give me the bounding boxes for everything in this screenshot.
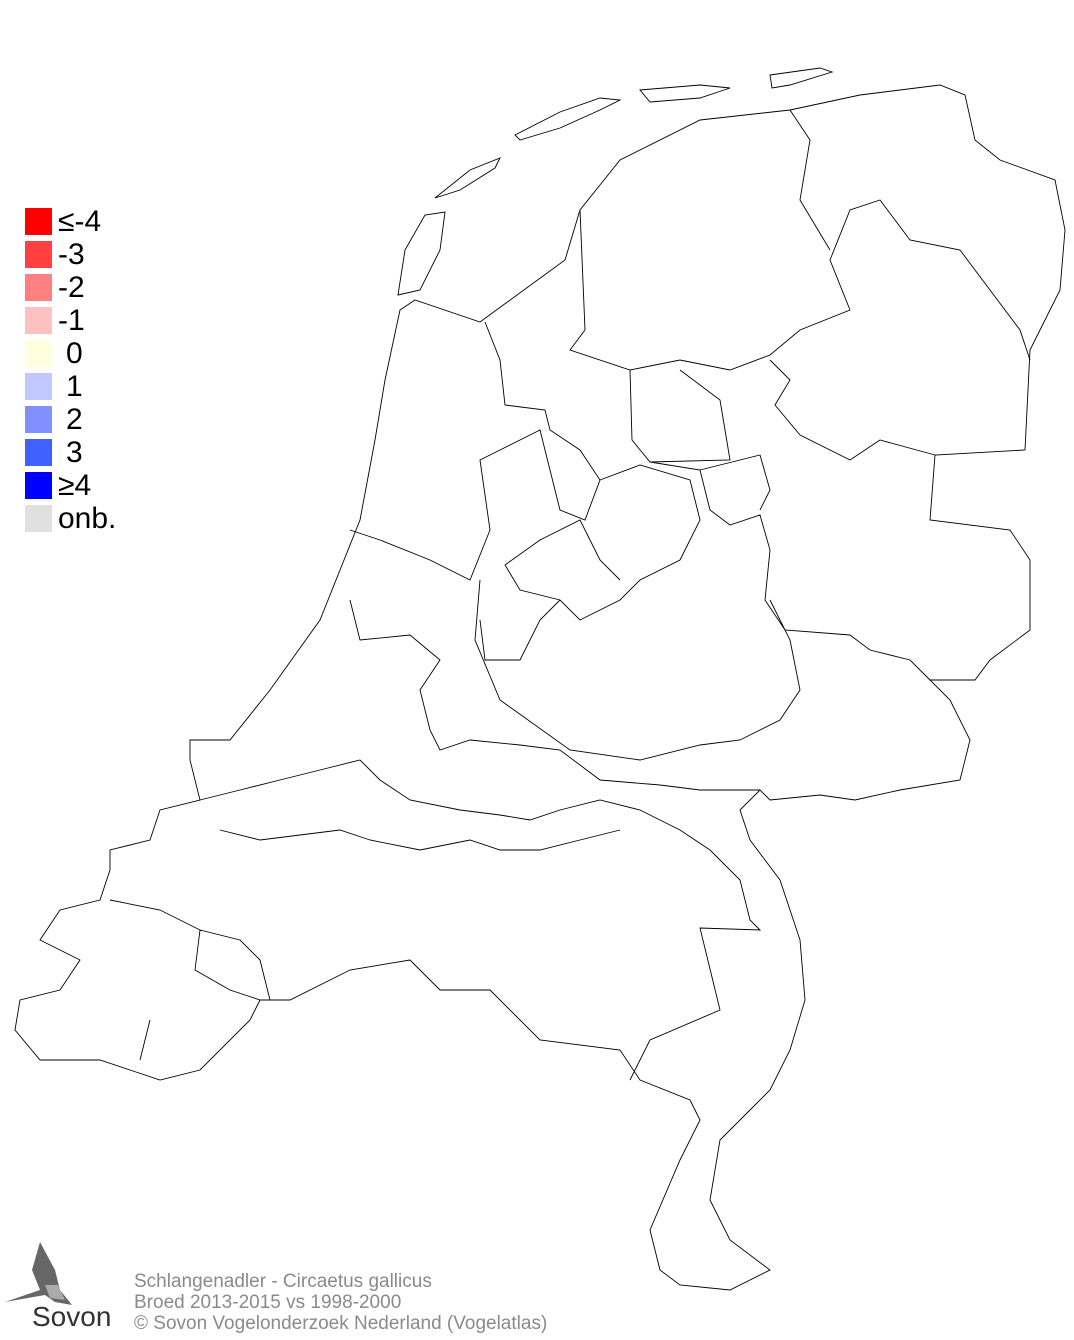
island-texel bbox=[397, 211, 446, 296]
legend-label: onb. bbox=[58, 502, 117, 535]
province-borders bbox=[109, 109, 1031, 1081]
island-ameland bbox=[639, 84, 731, 103]
map-caption: Schlangenadler - Circaetus gallicus Broe… bbox=[134, 1271, 547, 1334]
species-title: Schlangenadler - Circaetus gallicus bbox=[134, 1271, 432, 1292]
legend-label: -3 bbox=[58, 238, 85, 271]
legend: ≤-4 -3 -2 -1 0 1 2 3 ≥4 onb. bbox=[25, 205, 116, 535]
legend-item: 2 bbox=[25, 403, 116, 436]
legend-item: 1 bbox=[25, 370, 116, 403]
country-outline bbox=[14, 84, 1066, 1291]
island-schiermonnikoog bbox=[769, 67, 834, 89]
legend-swatch bbox=[25, 241, 52, 268]
legend-item: ≤-4 bbox=[25, 205, 116, 238]
legend-label: 3 bbox=[66, 436, 83, 469]
swallow-icon: Sovon bbox=[5, 1242, 111, 1332]
legend-label: ≤-4 bbox=[58, 205, 102, 238]
legend-item: -2 bbox=[25, 271, 116, 304]
island-vlieland bbox=[434, 157, 501, 199]
legend-item: ≥4 bbox=[25, 469, 116, 502]
legend-swatch bbox=[25, 505, 52, 532]
legend-item: -1 bbox=[25, 304, 116, 337]
legend-label: ≥4 bbox=[58, 469, 92, 502]
legend-label: -2 bbox=[58, 271, 85, 304]
legend-swatch bbox=[25, 439, 52, 466]
legend-swatch bbox=[25, 307, 52, 334]
legend-label: 2 bbox=[66, 403, 83, 436]
legend-item: onb. bbox=[25, 502, 116, 535]
legend-item: -3 bbox=[25, 238, 116, 271]
logo-text: Sovon bbox=[32, 1301, 111, 1332]
legend-swatch bbox=[25, 472, 52, 499]
legend-label: 0 bbox=[66, 337, 83, 370]
legend-swatch bbox=[25, 406, 52, 433]
island-terschelling bbox=[514, 97, 622, 141]
sovon-logo: Sovon bbox=[0, 1240, 125, 1335]
legend-label: 1 bbox=[66, 370, 83, 403]
legend-item: 3 bbox=[25, 436, 116, 469]
legend-swatch bbox=[25, 274, 52, 301]
copyright-text: © Sovon Vogelonderzoek Nederland (Vogela… bbox=[134, 1313, 548, 1334]
legend-swatch bbox=[25, 340, 52, 367]
legend-label: -1 bbox=[58, 304, 85, 337]
legend-item: 0 bbox=[25, 337, 116, 370]
legend-swatch bbox=[25, 373, 52, 400]
period-text: Broed 2013-2015 vs 1998-2000 bbox=[134, 1292, 402, 1313]
legend-swatch bbox=[25, 208, 52, 235]
